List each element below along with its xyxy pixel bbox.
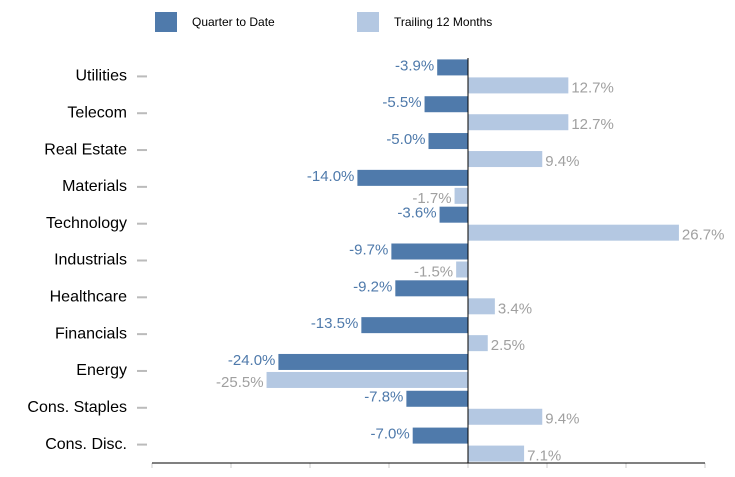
y-tick-label: Technology [46, 215, 127, 232]
value-label: -25.5% [216, 374, 264, 391]
bar [454, 187, 468, 204]
bar [468, 445, 525, 462]
bar [406, 390, 468, 407]
value-label: -14.0% [307, 168, 355, 185]
value-label: 26.7% [682, 227, 725, 244]
bar [412, 427, 468, 444]
value-label: -3.6% [397, 205, 436, 222]
bar [468, 114, 569, 131]
value-label: -9.2% [353, 278, 392, 295]
bar [439, 206, 468, 223]
value-label: -24.0% [228, 352, 276, 369]
value-label: 3.4% [498, 300, 532, 317]
bar [391, 243, 468, 260]
value-label: -1.5% [414, 263, 453, 280]
legend-label: Trailing 12 Months [394, 15, 492, 29]
y-tick-label: Healthcare [50, 289, 127, 306]
bar [468, 335, 488, 352]
y-tick-label: Utilities [75, 68, 127, 85]
bar [428, 133, 468, 150]
y-tick-label: Energy [76, 362, 127, 379]
y-tick-label: Financials [55, 325, 127, 342]
legend-label: Quarter to Date [192, 15, 275, 29]
bar [468, 77, 569, 94]
value-label: -5.5% [382, 94, 421, 111]
legend-swatch [155, 12, 177, 32]
bar [468, 408, 543, 425]
bar [437, 59, 468, 76]
bar [468, 298, 495, 315]
y-tick-label: Cons. Staples [27, 399, 127, 416]
value-label: 12.7% [571, 79, 614, 96]
bar [361, 317, 468, 334]
bar [468, 151, 543, 168]
value-label: -13.5% [311, 315, 359, 332]
value-label: 9.4% [545, 411, 579, 428]
value-label: 2.5% [491, 337, 525, 354]
y-tick-label: Materials [62, 178, 127, 195]
value-label: -3.9% [395, 57, 434, 74]
bar [266, 371, 468, 388]
value-label: -5.0% [386, 131, 425, 148]
value-label: 12.7% [571, 116, 614, 133]
y-tick-label: Cons. Disc. [45, 436, 127, 453]
bar [456, 261, 468, 278]
bar [278, 353, 468, 370]
value-label: 9.4% [545, 153, 579, 170]
bar [468, 224, 679, 241]
bar [357, 169, 468, 186]
value-label: -7.0% [371, 426, 410, 443]
value-label: 7.1% [527, 448, 561, 465]
value-label: -9.7% [349, 241, 388, 258]
y-tick-label: Real Estate [44, 141, 127, 158]
bar [395, 280, 468, 297]
value-label: -1.7% [412, 190, 451, 207]
legend-swatch [357, 12, 379, 32]
bar [424, 96, 468, 113]
y-tick-label: Industrials [54, 252, 127, 269]
y-tick-label: Telecom [67, 104, 127, 121]
value-label: -7.8% [364, 389, 403, 406]
